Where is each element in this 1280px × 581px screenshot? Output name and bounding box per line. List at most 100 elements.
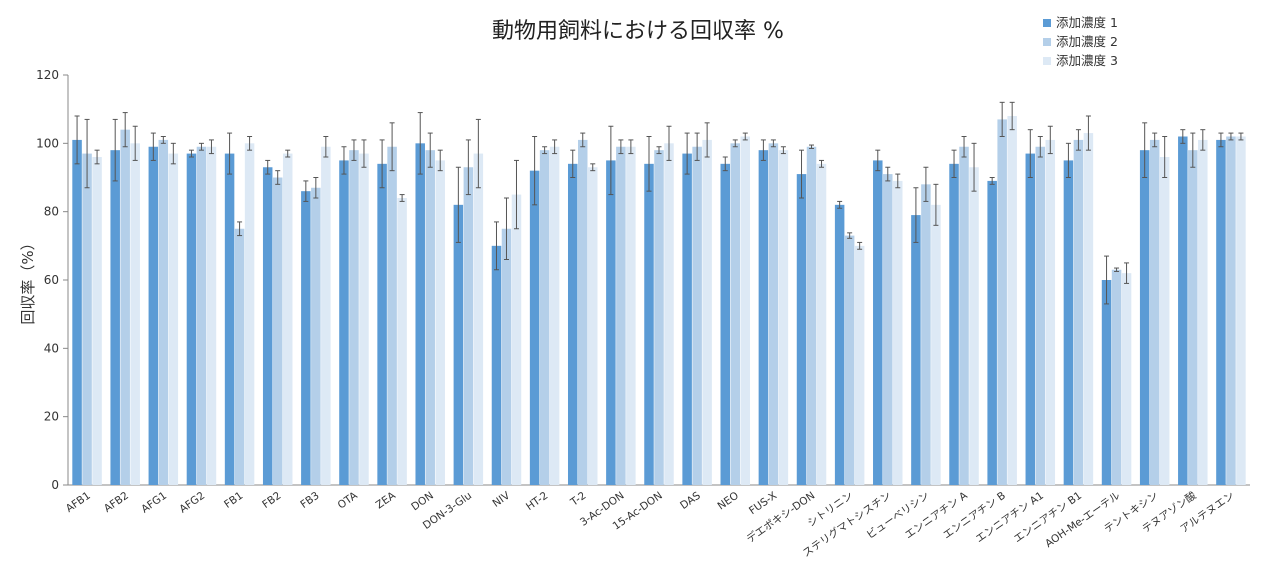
x-tick-label: DAS	[678, 489, 703, 511]
bar-デエポキシ-DON-series-3	[816, 163, 827, 486]
bar-テヌアゾン酸-series-1	[1178, 136, 1188, 485]
bar-AOH-Me-エーテル-series-3	[1121, 273, 1132, 485]
bar-DON-3-Glu-series-3	[473, 153, 484, 486]
error-bar-FUS-X-series-2	[770, 139, 776, 148]
bar-AFB2-series-2	[120, 129, 130, 485]
bar-AFG1-series-1	[148, 146, 159, 485]
error-bar-エンニアチン A1-series-1	[1027, 129, 1033, 178]
error-bar-デエポキシ-DON-series-1	[799, 149, 805, 199]
bar-エンニアチン A1-series-1	[1025, 153, 1036, 486]
bar-ZEA-series-2	[387, 146, 397, 485]
bars	[72, 116, 1246, 486]
error-bar-NEO-series-2	[732, 139, 738, 148]
error-bar-テヌアゾン酸-series-1	[1180, 129, 1186, 144]
error-bar-テントキシン-series-1	[1142, 122, 1148, 178]
legend-swatch	[1043, 38, 1051, 46]
bar-テントキシン-series-3	[1159, 157, 1170, 485]
bar-DON-3-Glu-series-2	[463, 167, 474, 485]
y-tick-label: 60	[44, 273, 59, 287]
error-bar-15-Ac-DON-series-3	[666, 125, 672, 161]
error-bar-FB3-series-1	[303, 180, 309, 202]
bar-AFB2-series-1	[110, 150, 120, 485]
x-tick-label: NEO	[715, 490, 741, 513]
error-bar-T-2-series-1	[570, 149, 576, 178]
bar-アルテヌエン-series-2	[1226, 136, 1236, 485]
bar-テントキシン-series-1	[1139, 150, 1150, 485]
bar-DAS-series-1	[682, 153, 692, 486]
error-bar-AFB1-series-2	[84, 118, 90, 189]
error-bar-DON-3-Glu-series-3	[475, 118, 481, 189]
legend: 添加濃度 1 添加濃度 2 添加濃度 3	[1043, 15, 1118, 68]
bar-エンニアチン A1-series-2	[1035, 146, 1046, 485]
bar-エンニアチン B-series-3	[1007, 116, 1017, 485]
bar-ZEA-series-3	[397, 198, 407, 485]
bar-エンニアチン B-series-2	[997, 119, 1007, 486]
bar-AFG2-series-2	[196, 146, 207, 485]
bar-テヌアゾン酸-series-3	[1198, 139, 1208, 485]
error-bar-FB2-series-3	[285, 149, 291, 158]
bar-DAS-series-2	[692, 146, 702, 485]
bar-T-2-series-1	[567, 163, 578, 486]
error-bar-NEO-series-1	[722, 156, 728, 172]
legend-label: 添加濃度 3	[1056, 53, 1118, 68]
legend-label: 添加濃度 2	[1056, 34, 1118, 49]
error-bar-AFB1-series-1	[74, 115, 80, 165]
bar-FB3-series-1	[301, 191, 311, 485]
bar-ビューベリシン-series-2	[921, 184, 931, 486]
error-bar-AFG1-series-1	[150, 132, 156, 161]
bar-AFB1-series-1	[72, 139, 82, 485]
error-bar-FB1-series-1	[227, 132, 233, 175]
x-tick-label: デエポキシ-DON	[744, 489, 817, 546]
bar-AFG2-series-1	[186, 153, 197, 486]
y-tick-label: 20	[44, 410, 59, 424]
error-bar-DON-series-1	[417, 112, 423, 175]
error-bar-DON-3-Glu-series-2	[465, 139, 471, 196]
bar-FUS-X-series-2	[768, 143, 779, 486]
x-tick-label: OTA	[336, 489, 361, 511]
error-bar-FB3-series-2	[313, 177, 319, 199]
legend-item-3: 添加濃度 3	[1043, 53, 1118, 68]
x-tick-label: AFG1	[139, 490, 169, 516]
bar-AFG1-series-2	[158, 139, 169, 485]
error-bar-HT-2-series-2	[542, 146, 548, 155]
error-bar-ZEA-series-3	[399, 194, 405, 202]
bar-FB2-series-1	[262, 167, 273, 485]
error-bar-エンニアチン A-series-3	[971, 142, 977, 192]
x-tick-labels: AFB1 AFB2 AFG1 AFG2 FB1 FB2 FB3 OTA ZEA DONDON-3-…	[64, 489, 1237, 560]
bar-シトリニン-series-2	[844, 235, 855, 485]
bar-FB1-series-3	[244, 143, 255, 486]
error-bar-HT-2-series-1	[532, 136, 538, 206]
legend-item-1: 添加濃度 1	[1043, 15, 1118, 30]
bar-FB2-series-2	[272, 177, 283, 485]
bar-エンニアチン B1-series-2	[1073, 139, 1084, 485]
error-bar-テントキシン-series-2	[1152, 132, 1158, 148]
error-bar-テヌアゾン酸-series-3	[1200, 129, 1206, 151]
error-bar-AFG1-series-3	[170, 142, 176, 165]
x-tick-label: FB3	[298, 490, 321, 511]
bar-AFG2-series-3	[206, 146, 217, 485]
bar-AOH-Me-エーテル-series-1	[1101, 280, 1112, 485]
bar-ZEA-series-1	[377, 163, 387, 486]
bar-FB1-series-1	[224, 153, 235, 486]
error-bar-エンニアチン A1-series-2	[1037, 136, 1043, 158]
error-bar-アルテヌエン-series-1	[1218, 132, 1224, 148]
bar-OTA-series-3	[359, 153, 369, 486]
bar-HT-2-series-2	[539, 150, 550, 485]
x-tick-label: NIV	[490, 489, 512, 510]
bar-AOH-Me-エーテル-series-2	[1111, 269, 1122, 485]
bar-NIV-series-3	[511, 194, 522, 486]
x-tick-label: FUS-X	[747, 490, 779, 518]
error-bar-15-Ac-DON-series-1	[646, 136, 652, 192]
bar-HT-2-series-3	[549, 146, 560, 485]
error-bar-DAS-series-1	[684, 132, 690, 175]
bar-AFB1-series-2	[82, 153, 92, 486]
x-tick-label: DON	[409, 490, 436, 514]
error-bar-アルテヌエン-series-2	[1228, 132, 1234, 141]
error-bar-エンニアチン A-series-1	[951, 149, 957, 178]
error-bar-AFB1-series-3	[94, 149, 100, 165]
bar-エンニアチン B1-series-3	[1083, 133, 1094, 486]
bar-AFB1-series-3	[92, 157, 102, 485]
y-axis-label: 回収率（%）	[19, 235, 37, 324]
error-bar-FUS-X-series-3	[780, 146, 786, 155]
error-bar-テヌアゾン酸-series-2	[1190, 132, 1196, 168]
